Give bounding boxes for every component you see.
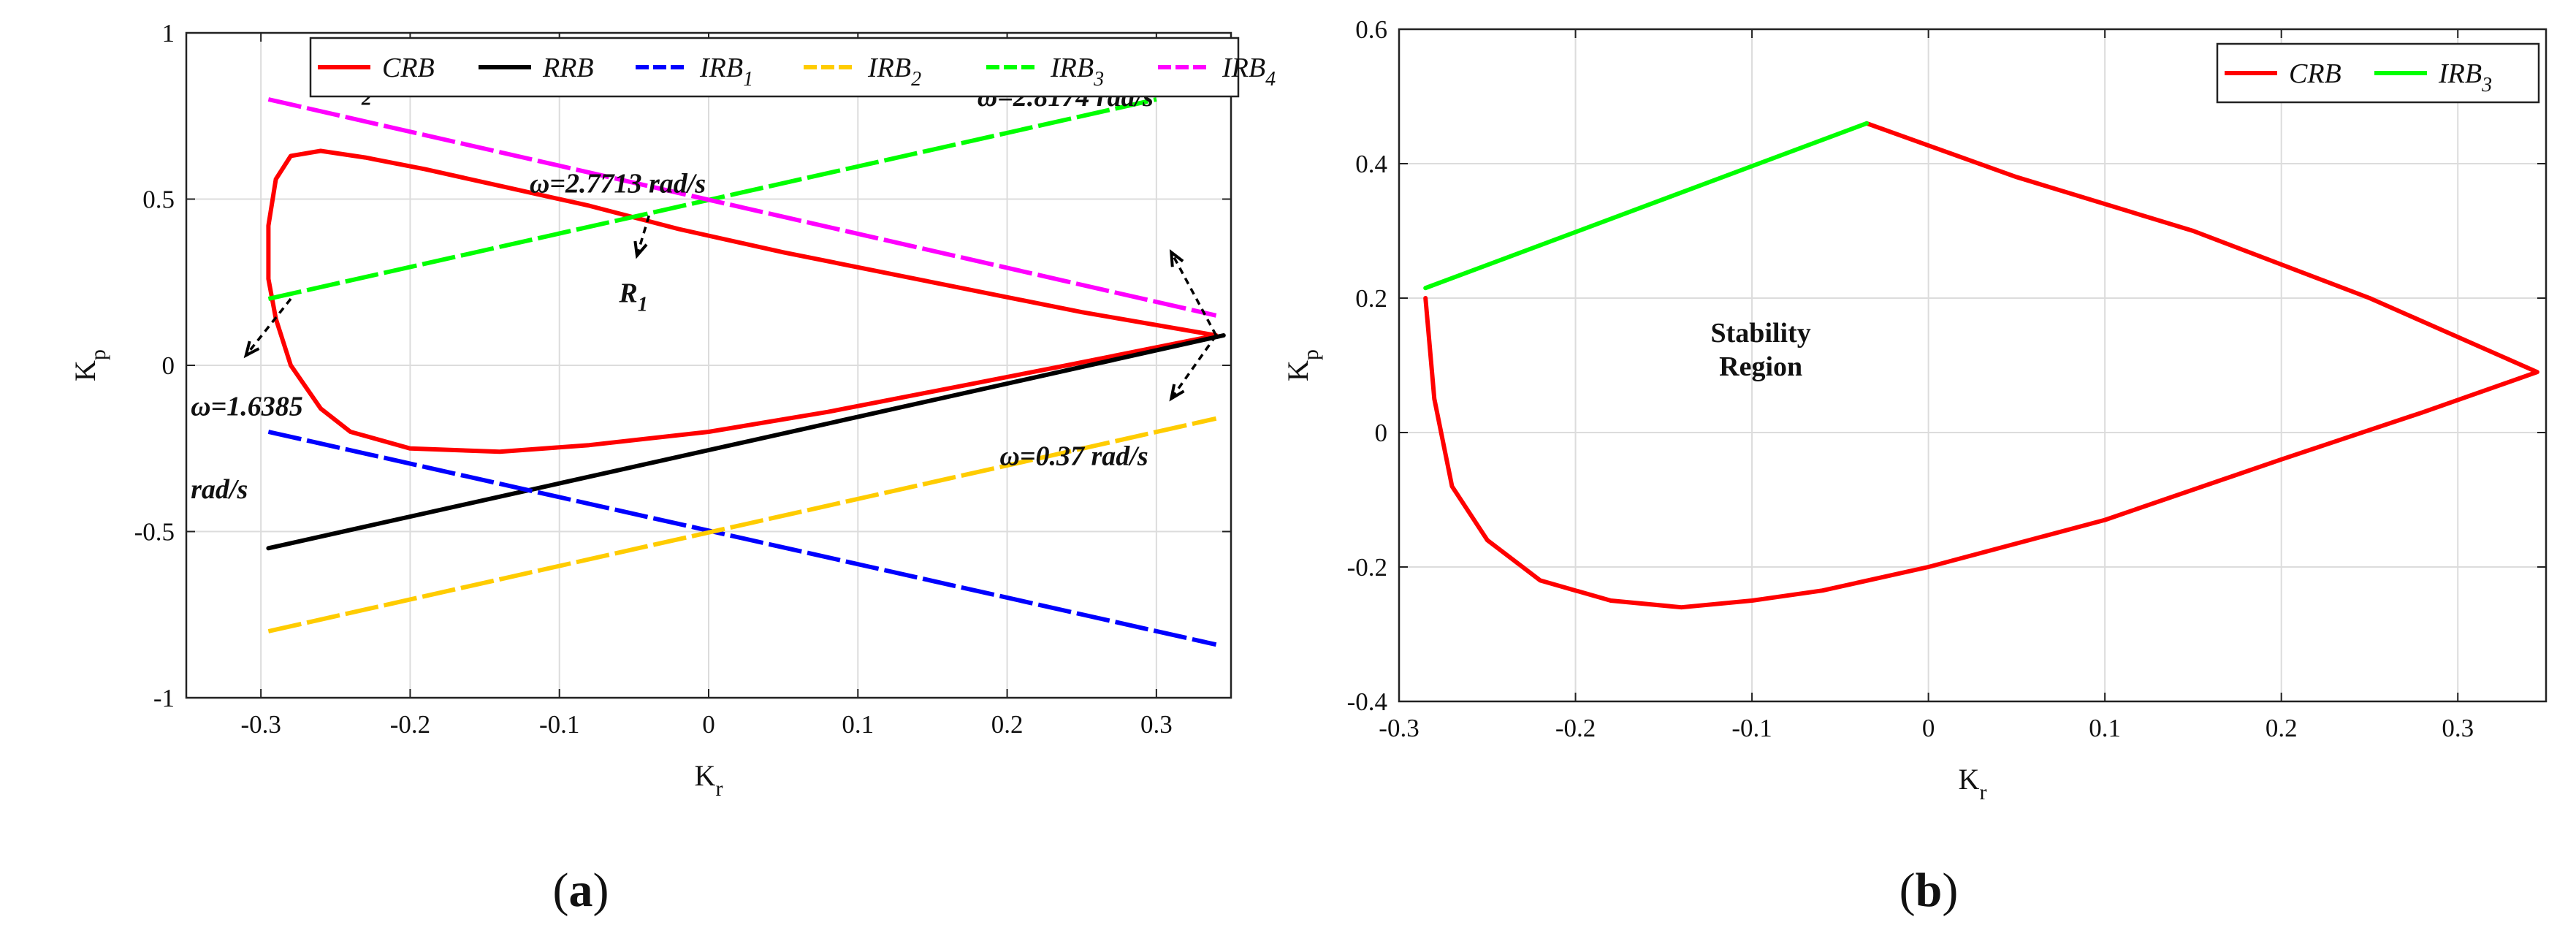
annotation-4: ω=0.37 rad/s [999,441,1148,472]
legend-label-rrb: RRB [542,53,594,83]
caption-b: (b) [1899,864,1959,917]
y-tick-label-5: 0.6 [1355,15,1387,44]
x-tick-label-3: 0 [1922,714,1935,742]
legend-label-irb4: IRB4 [1222,53,1276,91]
x-tick-label-0: -0.3 [1379,714,1419,742]
legend-label-irb1: IRB1 [699,53,753,91]
annotation-0: ω=1.6385 [191,391,303,422]
annotation-1: rad/s [191,474,248,505]
annotation-arrow-0 [245,297,292,357]
y-tick-label-3: 0.5 [142,186,175,214]
x-tick-label-3: 0 [702,710,715,739]
series-irb4-line [267,97,1217,318]
legend-label-crb: CRB [382,53,435,83]
annotation-6: R1 [618,278,647,316]
annotation-0: Stability [1711,318,1811,349]
y-tick-label-0: -1 [153,684,175,712]
legend-label-irb3: IRB3 [2438,58,2492,96]
annotation-arrowhead-0 [243,340,260,359]
caption-a: (a) [553,864,609,917]
y-tick-label-4: 0.4 [1355,150,1387,178]
annotation-arrowhead-1 [633,240,648,259]
x-tick-label-6: 0.3 [1140,710,1173,739]
y-axis-label: Kp [69,349,110,381]
x-tick-label-1: -0.2 [1555,714,1596,742]
y-tick-label-2: 0 [162,351,175,380]
x-tick-label-6: 0.3 [2442,714,2474,742]
x-tick-label-5: 0.2 [2266,714,2298,742]
legend-label-crb: CRB [2289,58,2341,89]
legend-box [309,37,1240,98]
plot-area [1399,29,2546,701]
series-crb-line [266,148,1219,454]
annotation-arrowhead-2 [1169,248,1184,267]
y-tick-label-3: 0.2 [1355,284,1387,313]
series-irb1-line [267,430,1217,647]
y-tick-label-2: 0 [1375,419,1388,447]
series-crb-line [1423,121,2539,610]
x-axis-label: Kr [695,759,723,801]
legend-label-irb2: IRB2 [867,53,921,91]
y-tick-label-1: -0.5 [134,518,175,547]
annotation-2: ω=2.7713 rad/s [530,168,706,199]
legend-label-irb3: IRB3 [1050,53,1104,91]
y-tick-label-0: -0.4 [1347,688,1387,716]
y-tick-label-4: 1 [162,19,175,47]
series-irb3-line [1423,121,1870,291]
x-tick-label-5: 0.2 [991,710,1024,739]
x-tick-label-1: -0.2 [390,710,430,739]
x-tick-label-2: -0.1 [539,710,579,739]
annotation-arrow-3 [1170,335,1217,400]
y-axis-label: Kp [1281,349,1323,381]
x-tick-label-4: 0.1 [2089,714,2121,742]
annotation-arrowhead-3 [1169,384,1185,402]
x-tick-label-4: 0.1 [842,710,874,739]
x-tick-label-2: -0.1 [1731,714,1772,742]
axes-box [1398,28,2548,703]
series-irb2-line [267,416,1217,633]
annotation-1: Region [1719,351,1802,382]
x-axis-label: Kr [1959,763,1987,804]
x-tick-label-0: -0.3 [240,710,281,739]
y-tick-label-1: -0.2 [1347,553,1387,582]
annotation-arrow-2 [1170,251,1218,336]
series-rrb-line [266,333,1226,551]
